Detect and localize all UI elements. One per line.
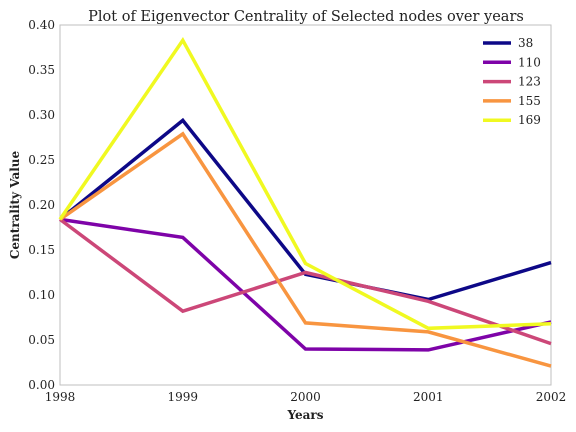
y-tick-label: 0.35 [28,63,55,77]
series-lines [58,36,552,368]
y-tick-label: 0.10 [28,288,55,302]
x-axis-label: Years [286,408,323,422]
y-tick-label: 0.30 [28,108,55,122]
y-tick-label: 0.15 [28,243,55,257]
y-tick-label: 0.25 [28,153,55,167]
x-tick-label: 1999 [167,390,198,404]
legend-label: 110 [518,55,541,69]
series-line-169 [58,36,552,331]
y-tick-label: 0.05 [28,333,55,347]
legend-label: 123 [518,75,541,89]
series-line-110 [59,217,552,352]
series-line-155 [59,131,552,368]
y-axis-label: Centrality Value [8,151,22,260]
y-axis-ticks: 0.00 0.05 0.10 0.15 0.20 0.25 0.30 0.35 0.40 [28,18,55,392]
x-tick-label: 1998 [45,390,76,404]
x-tick-label: 2001 [413,390,444,404]
chart-title: Plot of Eigenvector Centrality of Select… [88,9,524,25]
series-line-123 [58,217,552,346]
legend-label: 155 [518,94,541,108]
x-axis-ticks: 1998 1999 2000 2001 2002 [45,390,567,404]
y-tick-label: 0.00 [28,378,55,392]
legend-label: 169 [518,113,541,127]
plot-area [59,24,552,386]
legend-label: 38 [518,36,533,50]
x-tick-label: 2002 [536,390,567,404]
y-tick-label: 0.40 [28,18,55,32]
legend: 38 110 123 155 169 [483,36,541,127]
x-tick-label: 2000 [290,390,321,404]
y-tick-label: 0.20 [28,198,55,212]
